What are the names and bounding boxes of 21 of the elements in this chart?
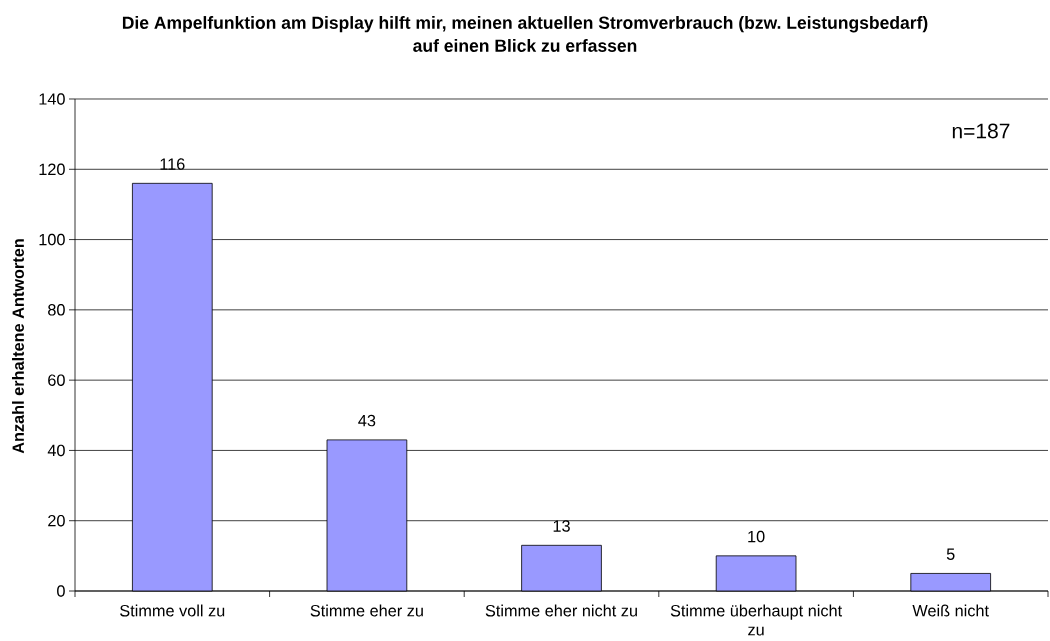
y-axis-title: Anzahl erhaltene Antworten bbox=[12, 239, 24, 454]
data-label: 116 bbox=[160, 158, 185, 170]
x-tick-label: Stimme voll zu bbox=[120, 604, 225, 617]
y-tick-label: 120 bbox=[39, 163, 65, 176]
data-label: 43 bbox=[358, 414, 376, 427]
data-label: 10 bbox=[748, 530, 765, 543]
x-tick-label: Stimme überhaupt nicht zu bbox=[670, 604, 843, 636]
y-tick-label: 100 bbox=[39, 233, 65, 246]
y-tick-label: 0 bbox=[57, 585, 65, 597]
y-tick-label: 140 bbox=[39, 93, 65, 105]
data-label: 13 bbox=[553, 520, 570, 532]
annotation: n=187 bbox=[952, 123, 1010, 139]
x-tick-label: Weiß nicht bbox=[912, 604, 989, 617]
y-tick-label: 80 bbox=[48, 304, 65, 316]
y-tick-label: 40 bbox=[47, 444, 65, 457]
y-tick-label: 60 bbox=[48, 374, 65, 386]
data-label: 5 bbox=[946, 548, 955, 560]
chart-title: Die Ampelfunktion am Display hilft mir, meinen aktuellen Stromverbrauch (bzw. Leistungsbedarf) auf einen Blick zu erfassen bbox=[122, 16, 928, 52]
x-tick-label: Stimme eher zu bbox=[310, 604, 423, 617]
x-tick-label: Stimme eher nicht zu bbox=[485, 604, 637, 617]
y-tick-label: 20 bbox=[48, 514, 65, 527]
